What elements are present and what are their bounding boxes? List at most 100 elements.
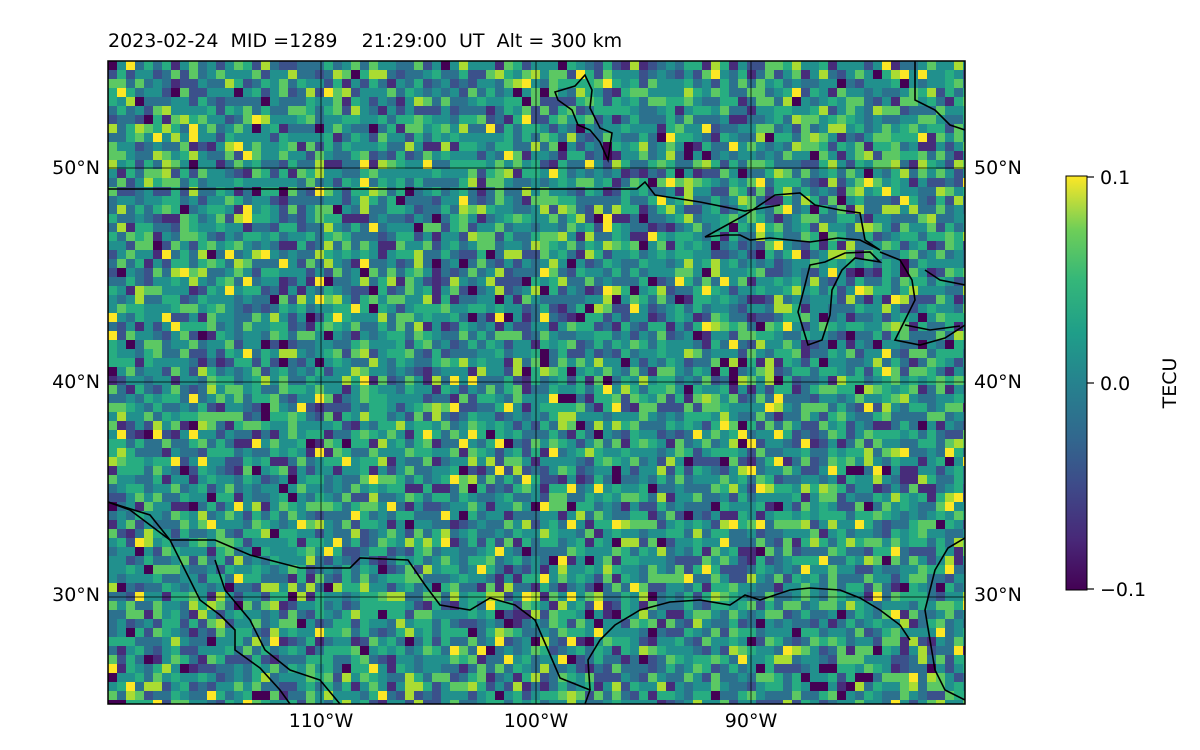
tec-cell: [792, 151, 802, 161]
tec-cell: [702, 448, 712, 458]
tec-cell: [621, 457, 631, 467]
tec-cell: [387, 394, 397, 404]
tec-cell: [306, 259, 316, 269]
tec-cell: [882, 367, 892, 377]
tec-cell: [603, 88, 613, 98]
tec-cell: [684, 313, 694, 323]
tec-cell: [918, 403, 928, 413]
tec-cell: [945, 421, 955, 431]
tec-cell: [549, 142, 559, 152]
tec-cell: [486, 241, 496, 251]
tec-cell: [504, 178, 514, 188]
tec-cell: [297, 250, 307, 260]
tec-cell: [612, 61, 622, 71]
tec-cell: [522, 403, 532, 413]
tec-cell: [144, 322, 154, 332]
tec-cell: [234, 475, 244, 485]
tec-cell: [909, 295, 919, 305]
tec-cell: [207, 124, 217, 134]
tec-cell: [189, 88, 199, 98]
tec-cell: [387, 331, 397, 341]
tec-cell: [855, 376, 865, 386]
tec-cell: [144, 385, 154, 395]
tec-cell: [279, 403, 289, 413]
tec-cell: [144, 151, 154, 161]
tec-cell: [846, 466, 856, 476]
tec-cell: [243, 268, 253, 278]
tec-cell: [468, 79, 478, 89]
tec-cell: [180, 187, 190, 197]
tec-cell: [855, 142, 865, 152]
tec-cell: [945, 430, 955, 440]
tec-cell: [963, 187, 965, 197]
tec-cell: [108, 268, 118, 278]
tec-cell: [819, 70, 829, 80]
tec-cell: [639, 349, 649, 359]
tec-cell: [522, 367, 532, 377]
tec-cell: [801, 367, 811, 377]
tec-cell: [675, 304, 685, 314]
tec-cell: [333, 205, 343, 215]
tec-cell: [441, 196, 451, 206]
tec-cell: [549, 493, 559, 503]
tec-cell: [432, 169, 442, 179]
tec-cell: [189, 493, 199, 503]
tec-cell: [387, 448, 397, 458]
tec-cell: [270, 133, 280, 143]
tec-cell: [306, 448, 316, 458]
tec-cell: [639, 133, 649, 143]
tec-cell: [945, 97, 955, 107]
tec-cell: [738, 286, 748, 296]
tec-cell: [909, 439, 919, 449]
tec-cell: [171, 421, 181, 431]
tec-cell: [468, 160, 478, 170]
tec-cell: [279, 250, 289, 260]
tec-cell: [720, 124, 730, 134]
tec-cell: [144, 178, 154, 188]
tec-cell: [432, 115, 442, 125]
tec-cell: [747, 349, 757, 359]
tec-cell: [387, 403, 397, 413]
tec-cell: [414, 178, 424, 188]
tec-cell: [855, 178, 865, 188]
tec-cell: [108, 133, 118, 143]
tec-cell: [414, 322, 424, 332]
tec-cell: [333, 160, 343, 170]
tec-cell: [558, 358, 568, 368]
tec-cell: [360, 313, 370, 323]
tec-cell: [837, 286, 847, 296]
tec-cell: [648, 115, 658, 125]
tec-cell: [495, 205, 505, 215]
tec-cell: [342, 295, 352, 305]
tec-cell: [558, 439, 568, 449]
tec-cell: [666, 322, 676, 332]
tec-cell: [864, 412, 874, 422]
tec-cell: [351, 466, 361, 476]
tec-cell: [909, 511, 919, 521]
tec-cell: [648, 493, 658, 503]
tec-cell: [414, 466, 424, 476]
tec-cell: [162, 439, 172, 449]
tec-cell: [306, 295, 316, 305]
tec-cell: [351, 286, 361, 296]
tec-cell: [828, 412, 838, 422]
tec-cell: [612, 151, 622, 161]
tec-cell: [126, 484, 136, 494]
tec-cell: [549, 331, 559, 341]
tec-cell: [477, 313, 487, 323]
tec-cell: [297, 187, 307, 197]
tec-cell: [630, 250, 640, 260]
tec-cell: [882, 520, 892, 530]
tec-cell: [882, 295, 892, 305]
tec-cell: [198, 133, 208, 143]
tec-cell: [495, 214, 505, 224]
tec-cell: [774, 313, 784, 323]
tec-cell: [360, 448, 370, 458]
tec-cell: [846, 304, 856, 314]
tec-cell: [657, 430, 667, 440]
tec-cell: [819, 430, 829, 440]
tec-cell: [639, 466, 649, 476]
tec-cell: [963, 340, 965, 350]
tec-cell: [324, 385, 334, 395]
tec-cell: [603, 322, 613, 332]
